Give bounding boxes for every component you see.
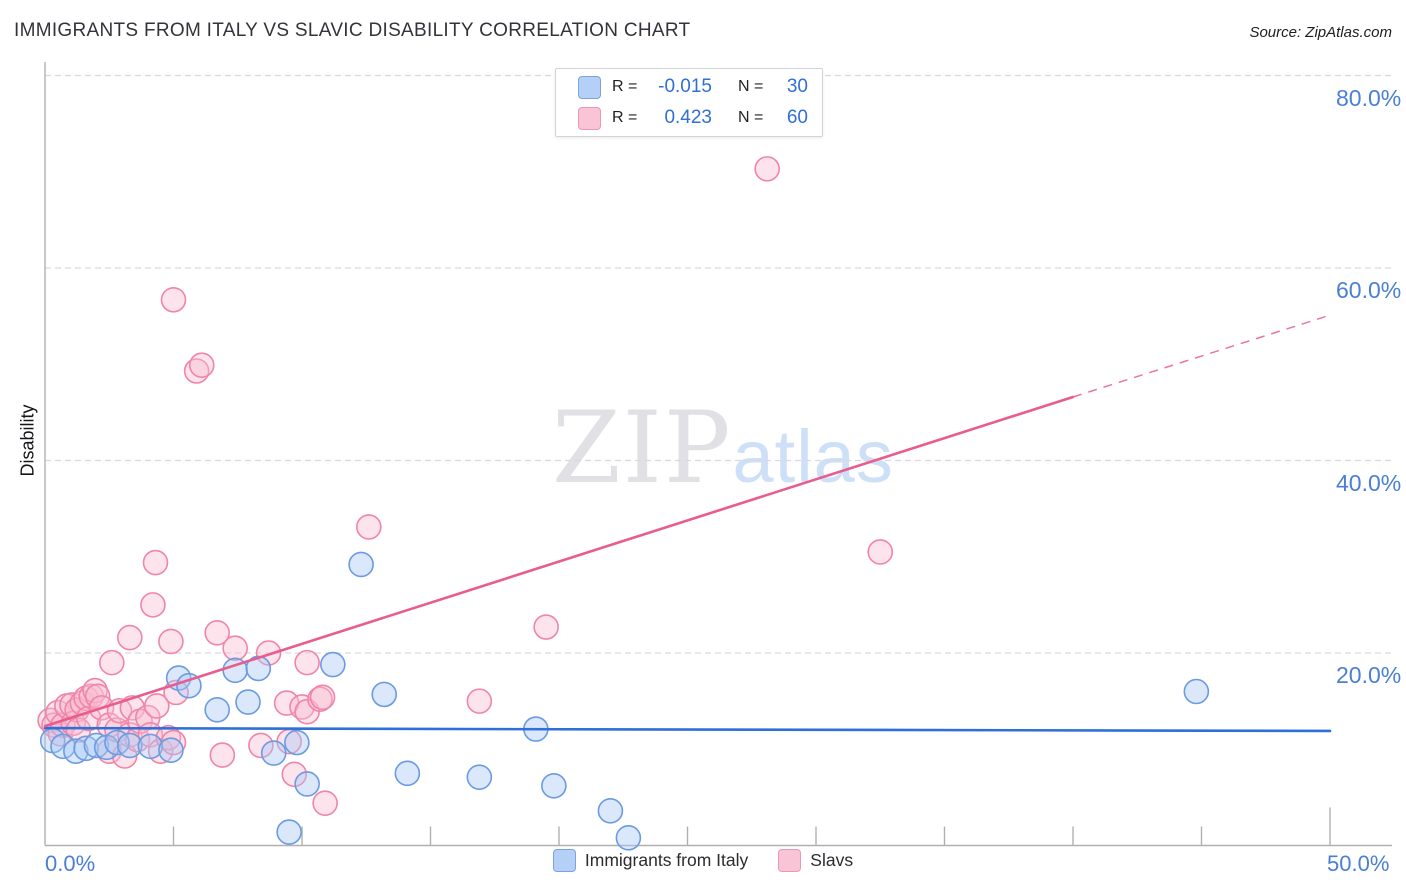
data-point-italy[interactable] <box>73 735 99 762</box>
data-point-slavs[interactable] <box>294 649 320 676</box>
data-point-italy[interactable] <box>204 696 230 723</box>
data-point-slavs[interactable] <box>209 742 236 768</box>
data-point-slavs[interactable] <box>248 732 274 759</box>
y-tick-label-20: 20.0% <box>1336 662 1402 688</box>
data-point-slavs[interactable] <box>222 635 248 661</box>
data-point-italy[interactable] <box>320 651 346 678</box>
data-point-italy[interactable] <box>541 773 567 799</box>
data-point-italy[interactable] <box>597 798 624 824</box>
legend-item-italy[interactable]: Immigrants from Italy <box>552 849 749 872</box>
data-point-slavs[interactable] <box>867 539 894 565</box>
data-point-slavs[interactable] <box>75 705 102 732</box>
n-value-slavs: 60 <box>786 107 808 128</box>
data-point-slavs[interactable] <box>312 790 338 816</box>
data-point-italy[interactable] <box>235 689 261 715</box>
data-point-italy[interactable] <box>158 737 184 764</box>
data-point-italy[interactable] <box>245 655 272 682</box>
legend-item-slavs[interactable]: Slavs <box>778 849 853 872</box>
legend-item-label: Slavs <box>810 850 854 870</box>
data-point-italy[interactable] <box>1183 678 1210 705</box>
data-point-italy[interactable] <box>615 824 642 851</box>
data-point-slavs[interactable] <box>281 761 308 788</box>
italy-swatch-icon <box>578 75 601 99</box>
data-point-italy[interactable] <box>83 732 110 759</box>
x-axis-min-label: 0.0% <box>45 851 96 876</box>
stats-legend-row-slavs: R = 0.423 N = 60 <box>556 105 822 131</box>
x-axis-max-label: 50.0% <box>1327 851 1390 876</box>
data-point-italy[interactable] <box>276 819 302 845</box>
data-point-italy[interactable] <box>260 740 287 766</box>
data-point-slavs[interactable] <box>533 614 559 640</box>
data-point-slavs[interactable] <box>204 619 230 646</box>
r-value-slavs: 0.423 <box>664 107 712 128</box>
stats-legend-row-italy: R = -0.015 N = 30 <box>556 74 822 100</box>
trend-line-italy <box>43 726 1332 733</box>
data-point-italy[interactable] <box>348 551 374 578</box>
data-point-slavs[interactable] <box>160 286 187 313</box>
data-point-italy[interactable] <box>394 760 421 787</box>
y-tick-label-60: 60.0% <box>1336 277 1402 303</box>
y-tick-label-40: 40.0% <box>1336 469 1402 496</box>
data-point-slavs[interactable] <box>466 688 493 714</box>
data-point-slavs[interactable] <box>255 640 282 666</box>
legend-item-label: Immigrants from Italy <box>584 850 749 870</box>
data-point-slavs[interactable] <box>158 628 184 655</box>
page-title: IMMIGRANTS FROM ITALY VS SLAVIC DISABILI… <box>14 20 691 41</box>
y-tick-label-80: 80.0% <box>1336 84 1402 111</box>
data-point-italy[interactable] <box>117 732 143 759</box>
r-label: R = <box>612 109 638 126</box>
slavs-swatch-icon <box>578 106 601 130</box>
series-legend: Immigrants from Italy Slavs <box>0 849 1406 872</box>
data-point-slavs[interactable] <box>142 549 169 576</box>
data-point-italy[interactable] <box>466 764 493 790</box>
italy-swatch-icon <box>552 849 576 872</box>
slavs-swatch-icon <box>778 849 802 872</box>
data-point-italy[interactable] <box>176 672 202 699</box>
r-value-italy: -0.015 <box>658 76 712 97</box>
data-point-slavs[interactable] <box>143 693 170 719</box>
data-point-slavs[interactable] <box>117 624 143 651</box>
data-point-slavs[interactable] <box>99 649 125 676</box>
r-label: R = <box>612 78 638 95</box>
data-point-italy[interactable] <box>137 733 164 760</box>
data-point-slavs[interactable] <box>754 156 780 182</box>
data-point-slavs[interactable] <box>188 352 215 379</box>
source-attribution: Source: ZipAtlas.com <box>1249 24 1392 41</box>
trend-line-slavs <box>43 395 1075 728</box>
data-point-slavs[interactable] <box>140 592 166 618</box>
n-label: N = <box>738 109 764 126</box>
data-point-italy[interactable] <box>294 771 320 797</box>
data-point-slavs[interactable] <box>309 684 336 711</box>
trend-line-extension-slavs <box>1072 314 1331 398</box>
n-value-italy: 30 <box>786 76 808 97</box>
data-point-slavs[interactable] <box>356 514 382 540</box>
data-point-italy[interactable] <box>371 681 398 708</box>
data-point-italy[interactable] <box>284 729 310 756</box>
n-label: N = <box>738 78 764 95</box>
stats-legend: R = -0.015 N = 30 R = 0.423 N = 60 <box>555 68 823 137</box>
data-point-italy[interactable] <box>63 738 89 764</box>
